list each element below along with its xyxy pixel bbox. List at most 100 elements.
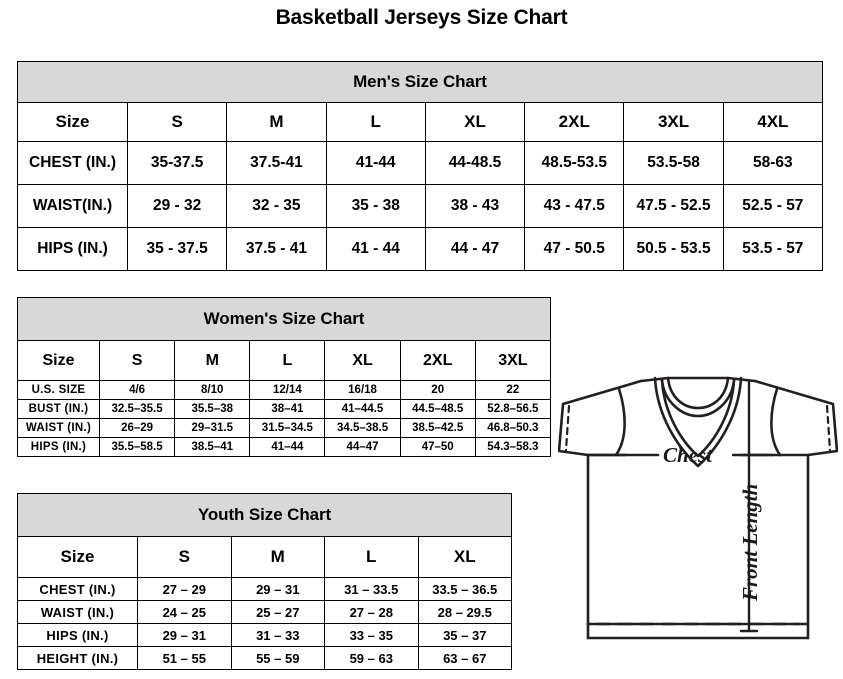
- table-row: HIPS (IN.) 35 - 37.5 37.5 - 41 41 - 44 4…: [17, 227, 824, 271]
- table-row: CHEST (IN.) 27 – 29 29 – 31 31 – 33.5 33…: [17, 577, 512, 601]
- table-cell: 47 - 50.5: [524, 227, 625, 271]
- youth-chart-caption: Youth Size Chart: [17, 493, 512, 537]
- table-cell: 50.5 - 53.5: [623, 227, 724, 271]
- table-cell: 27 – 29: [137, 577, 232, 601]
- table-header-row: Size S M L XL 2XL 3XL: [17, 340, 552, 381]
- table-cell: 59 – 63: [324, 646, 419, 670]
- row-label: WAIST (IN.): [17, 418, 100, 438]
- left-armhole-seam: [614, 387, 626, 457]
- column-header-l: L: [249, 340, 326, 381]
- table-cell: 55 – 59: [230, 646, 325, 670]
- table-row: HIPS (IN.) 29 – 31 31 – 33 33 – 35 35 – …: [17, 623, 512, 647]
- table-cell: 44–47: [324, 437, 401, 457]
- table-row: HIPS (IN.) 35.5–58.5 38.5–41 41–44 44–47…: [17, 437, 552, 457]
- column-header-s: S: [126, 102, 228, 142]
- table-cell: 32.5–35.5: [98, 399, 176, 419]
- table-cell: 26–29: [98, 418, 176, 438]
- row-label: HIPS (IN.): [17, 227, 128, 271]
- table-caption-row: Men's Size Chart: [17, 61, 823, 103]
- table-cell: 29 – 31: [137, 623, 232, 647]
- table-cell: 24 – 25: [137, 600, 232, 624]
- left-cuff-stitch-line: [564, 404, 571, 452]
- table-cell: 35.5–38: [174, 399, 251, 419]
- left-sleeve-outline: [558, 379, 643, 457]
- table-cell: 37.5 - 41: [226, 227, 327, 271]
- front-length-measure-label: Front Length: [738, 484, 762, 602]
- table-cell: 44 - 47: [424, 227, 526, 271]
- table-caption-row: Youth Size Chart: [17, 493, 512, 537]
- table-cell: 41–44: [249, 437, 326, 457]
- table-header-row: Size S M L XL 2XL 3XL 4XL: [17, 102, 824, 142]
- column-header-m: M: [226, 102, 327, 142]
- table-row: WAIST (IN.) 26–29 29–31.5 31.5–34.5 34.5…: [17, 418, 552, 438]
- table-cell: 48.5-53.5: [524, 141, 625, 185]
- table-cell: 31.5–34.5: [249, 418, 326, 438]
- table-cell: 29–31.5: [174, 418, 251, 438]
- table-cell: 51 – 55: [137, 646, 232, 670]
- table-cell: 29 - 32: [126, 184, 228, 228]
- row-label: WAIST(IN.): [17, 184, 128, 228]
- table-cell: 43 - 47.5: [524, 184, 625, 228]
- table-cell: 47.5 - 52.5: [623, 184, 724, 228]
- row-label: WAIST (IN.): [17, 600, 138, 624]
- table-cell: 41–44.5: [324, 399, 401, 419]
- table-cell: 31 – 33.5: [324, 577, 419, 601]
- column-header-m: M: [230, 536, 325, 578]
- column-header-size: Size: [17, 340, 100, 381]
- column-header-l: L: [325, 102, 426, 142]
- table-cell: 47–50: [399, 437, 476, 457]
- v-neck-opening-collar: [653, 376, 743, 468]
- row-label: HEIGHT (IN.): [17, 646, 138, 670]
- row-label: HIPS (IN.): [17, 623, 138, 647]
- collar-band-outer-arc: [660, 378, 736, 418]
- table-cell: 41 - 44: [325, 227, 426, 271]
- row-label: U.S. SIZE: [17, 380, 100, 400]
- table-row: WAIST (IN.) 24 – 25 25 – 27 27 – 28 28 –…: [17, 600, 512, 624]
- table-cell: 41-44: [325, 141, 426, 185]
- column-header-m: M: [174, 340, 251, 381]
- table-cell: 38.5–42.5: [399, 418, 476, 438]
- table-cell: 35.5–58.5: [98, 437, 176, 457]
- column-header-xl: XL: [417, 536, 512, 578]
- table-cell: 52.8–56.5: [474, 399, 552, 419]
- table-cell: 35 - 37.5: [126, 227, 228, 271]
- table-cell: 12/14: [249, 380, 326, 400]
- table-cell: 29 – 31: [230, 577, 325, 601]
- table-cell: 38 - 43: [424, 184, 526, 228]
- column-header-3xl: 3XL: [623, 102, 724, 142]
- chest-measure-label: Chest: [663, 443, 713, 467]
- table-cell: 20: [399, 380, 476, 400]
- table-cell: 35 – 37: [417, 623, 512, 647]
- table-cell: 22: [474, 380, 552, 400]
- table-header-row: Size S M L XL: [17, 536, 512, 578]
- column-header-size: Size: [17, 102, 128, 142]
- table-cell: 25 – 27: [230, 600, 325, 624]
- table-cell: 31 – 33: [230, 623, 325, 647]
- womens-chart-caption: Women's Size Chart: [17, 297, 551, 341]
- column-header-4xl: 4XL: [722, 102, 824, 142]
- row-label: CHEST (IN.): [17, 141, 128, 185]
- table-cell: 35-37.5: [126, 141, 228, 185]
- table-cell: 38.5–41: [174, 437, 251, 457]
- jersey-measurement-diagram: Chest Front Length: [558, 356, 838, 666]
- column-header-2xl: 2XL: [524, 102, 625, 142]
- column-header-2xl: 2XL: [399, 340, 476, 381]
- table-cell: 58-63: [722, 141, 824, 185]
- table-cell: 34.5–38.5: [324, 418, 401, 438]
- table-cell: 44.5–48.5: [399, 399, 476, 419]
- table-row: CHEST (IN.) 35-37.5 37.5-41 41-44 44-48.…: [17, 141, 824, 185]
- table-cell: 33 – 35: [324, 623, 419, 647]
- table-cell: 33.5 – 36.5: [417, 577, 512, 601]
- right-armhole-seam: [770, 387, 782, 457]
- row-label: CHEST (IN.): [17, 577, 138, 601]
- table-cell: 37.5-41: [226, 141, 327, 185]
- table-cell: 53.5-58: [623, 141, 724, 185]
- youth-size-chart-table: Youth Size Chart Size S M L XL CHEST (IN…: [17, 493, 512, 670]
- column-header-l: L: [324, 536, 419, 578]
- v-neck-opening-outer: [660, 378, 736, 458]
- page-title: Basketball Jerseys Size Chart: [275, 6, 568, 29]
- column-header-3xl: 3XL: [474, 340, 552, 381]
- table-cell: 44-48.5: [424, 141, 526, 185]
- right-sleeve-outline: [753, 379, 838, 457]
- table-row: HEIGHT (IN.) 51 – 55 55 – 59 59 – 63 63 …: [17, 646, 512, 670]
